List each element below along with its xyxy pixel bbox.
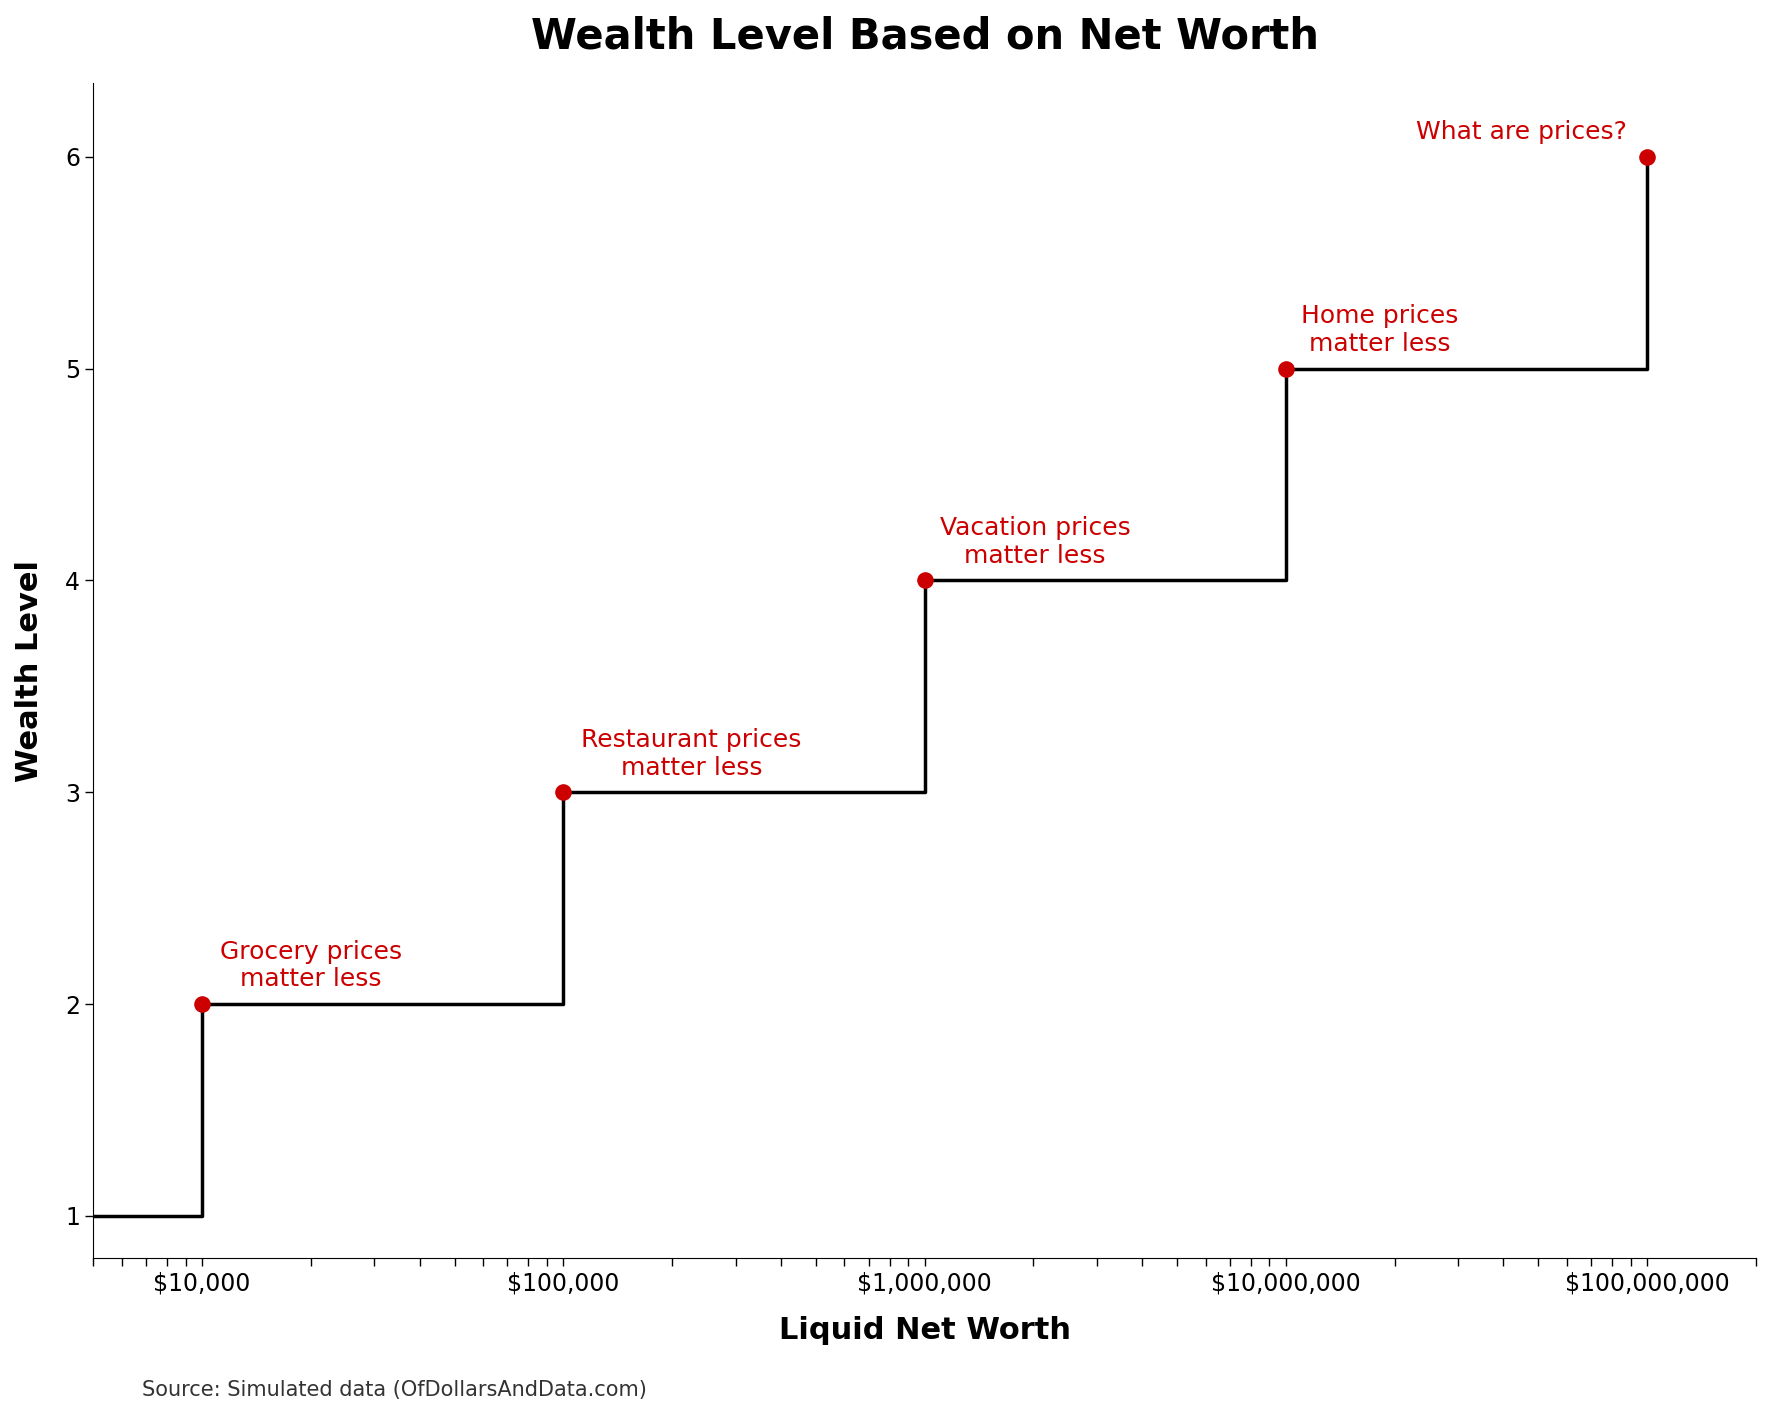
Text: Grocery prices
matter less: Grocery prices matter less: [220, 939, 402, 992]
Text: Home prices
matter less: Home prices matter less: [1302, 305, 1458, 356]
Text: Source: Simulated data (OfDollarsAndData.com): Source: Simulated data (OfDollarsAndData…: [142, 1380, 646, 1400]
Y-axis label: Wealth Level: Wealth Level: [14, 560, 44, 782]
Text: Restaurant prices
matter less: Restaurant prices matter less: [581, 728, 802, 779]
Text: What are prices?: What are prices?: [1417, 120, 1628, 145]
Text: Vacation prices
matter less: Vacation prices matter less: [940, 516, 1130, 568]
Point: [549, 781, 577, 803]
Title: Wealth Level Based on Net Worth: Wealth Level Based on Net Worth: [531, 16, 1319, 57]
Point: [1633, 146, 1661, 169]
Point: [188, 993, 216, 1016]
X-axis label: Liquid Net Worth: Liquid Net Worth: [779, 1316, 1071, 1345]
Point: [910, 570, 939, 592]
Point: [1272, 357, 1300, 380]
